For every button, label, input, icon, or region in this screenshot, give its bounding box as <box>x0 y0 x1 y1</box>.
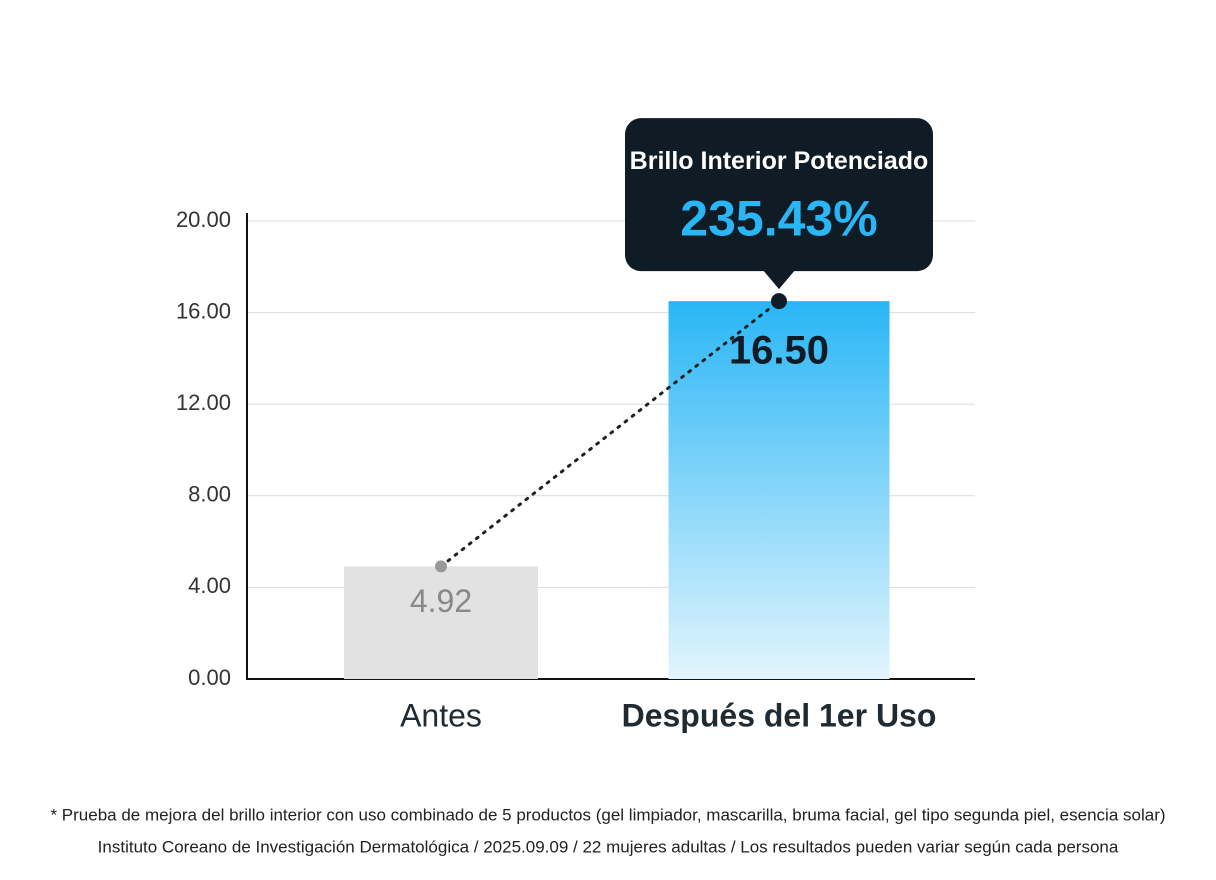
annotation-pointer <box>763 270 795 290</box>
y-tick-label: 20.00 <box>176 207 231 232</box>
y-tick-label: 0.00 <box>188 665 231 690</box>
value-label: 4.92 <box>410 583 472 619</box>
y-tick-label: 16.00 <box>176 298 231 323</box>
connector <box>439 299 781 568</box>
annotation-value: 235.43% <box>680 190 877 246</box>
footnote: Instituto Coreano de Investigación Derma… <box>98 837 1119 856</box>
y-tick-label: 12.00 <box>176 390 231 415</box>
x-tick-label: Antes <box>400 697 482 733</box>
annotation-box <box>625 118 933 272</box>
x-tick-label: Después del 1er Uso <box>622 697 937 733</box>
value-label: 16.50 <box>729 329 829 373</box>
marker <box>435 560 447 573</box>
y-tick-label: 4.00 <box>188 573 231 598</box>
bar <box>668 301 890 679</box>
bar <box>344 566 538 679</box>
y-tick-label: 8.00 <box>188 482 231 507</box>
annotation-title: Brillo Interior Potenciado <box>630 147 929 175</box>
footnote: * Prueba de mejora del brillo interior c… <box>50 805 1165 824</box>
marker <box>771 293 787 310</box>
